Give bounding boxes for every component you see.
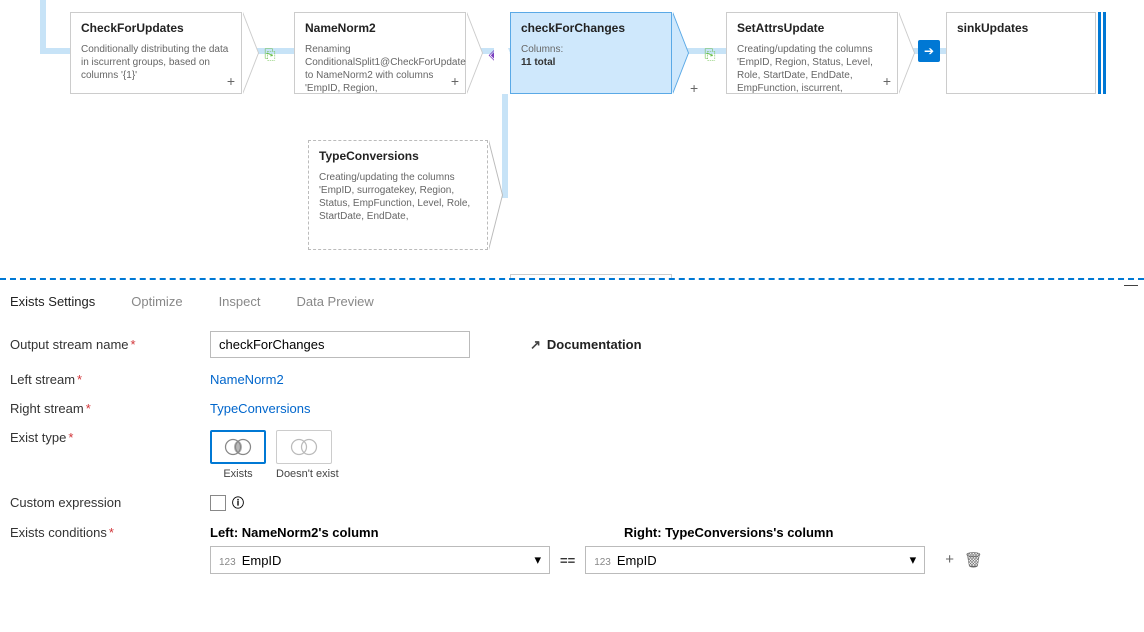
connector: [40, 48, 70, 54]
right-column-select[interactable]: 123EmpID ▾: [585, 546, 925, 574]
node-desc: Renaming ConditionalSplit1@CheckForUpdat…: [305, 43, 455, 95]
node-chevron: [466, 12, 482, 94]
derive-icon: ⎘: [696, 40, 724, 68]
node-namenorm2[interactable]: NameNorm2 Renaming ConditionalSplit1@Che…: [294, 12, 466, 94]
node-notch: [494, 12, 510, 94]
venn-exists-icon: [221, 437, 255, 457]
left-stream-label: Left stream*: [10, 372, 210, 387]
node-desc: Creating/updating the columns 'EmpID, Re…: [737, 43, 887, 95]
node-title: NameNorm2: [305, 21, 455, 35]
split-icon: ⎘: [256, 40, 284, 68]
tab-inspect[interactable]: Inspect: [219, 290, 261, 313]
tab-exists-settings[interactable]: Exists Settings: [10, 290, 95, 313]
node-check-for-changes[interactable]: checkForChanges Columns: 11 total: [510, 12, 672, 94]
exist-type-label: Exist type*: [10, 430, 210, 445]
tab-data-preview[interactable]: Data Preview: [296, 290, 373, 313]
node-chevron: [242, 12, 258, 94]
node-title: TypeConversions: [319, 149, 477, 163]
node-set-attrs-update[interactable]: SetAttrsUpdate Creating/updating the col…: [726, 12, 898, 94]
output-stream-input[interactable]: [210, 331, 470, 358]
dataflow-canvas[interactable]: ⎘ ◈ ⎘ ➔ CheckForUpdates Conditionally di…: [0, 0, 1144, 280]
left-column-select[interactable]: 123EmpID ▾: [210, 546, 550, 574]
left-column-header: Left: NameNorm2's column: [210, 525, 580, 540]
node-chevron: [672, 12, 688, 94]
add-branch-button[interactable]: +: [227, 73, 235, 89]
venn-not-exists-icon: [287, 437, 321, 457]
node-title: SetAttrsUpdate: [737, 21, 887, 35]
node-title: sinkUpdates: [957, 21, 1085, 35]
node-title: CheckForUpdates: [81, 21, 231, 35]
documentation-link[interactable]: ↗ Documentation: [530, 337, 642, 353]
node-chevron: [898, 12, 914, 94]
node-desc: Columns: 11 total: [521, 43, 661, 69]
sink-icon: ➔: [918, 40, 940, 62]
collapse-panel-icon[interactable]: —: [1124, 276, 1138, 292]
output-stream-label: Output stream name*: [10, 337, 210, 352]
selected-node-tab: [510, 274, 672, 278]
add-branch-button[interactable]: +: [883, 73, 891, 89]
equals-operator: ==: [560, 553, 575, 568]
tab-optimize[interactable]: Optimize: [131, 290, 182, 313]
info-icon[interactable]: ⓘ: [232, 494, 244, 511]
node-desc: Creating/updating the columns 'EmpID, su…: [319, 171, 477, 223]
right-stream-link[interactable]: TypeConversions: [210, 401, 310, 416]
settings-tabs: Exists Settings Optimize Inspect Data Pr…: [10, 290, 1134, 313]
exist-type-not-exists[interactable]: Doesn't exist: [276, 430, 339, 480]
node-title: checkForChanges: [521, 21, 661, 35]
settings-panel: — Exists Settings Optimize Inspect Data …: [0, 282, 1144, 632]
add-condition-button[interactable]: +: [945, 551, 954, 569]
connector: [502, 94, 508, 198]
node-type-conversions[interactable]: TypeConversions Creating/updating the co…: [308, 140, 488, 250]
node-check-for-updates[interactable]: CheckForUpdates Conditionally distributi…: [70, 12, 242, 94]
chevron-down-icon: ▾: [910, 552, 917, 568]
node-desc: Conditionally distributing the data in i…: [81, 43, 231, 82]
right-column-header: Right: TypeConversions's column: [624, 525, 833, 540]
right-stream-label: Right stream*: [10, 401, 210, 416]
add-branch-button[interactable]: +: [451, 73, 459, 89]
add-branch-button[interactable]: +: [690, 80, 698, 96]
node-sink-updates[interactable]: sinkUpdates: [946, 12, 1096, 94]
sink-end-bar: [1098, 12, 1101, 94]
exists-conditions-label: Exists conditions*: [10, 525, 210, 540]
exist-type-exists[interactable]: Exists: [210, 430, 266, 480]
custom-expression-label: Custom expression: [10, 495, 210, 510]
delete-condition-button[interactable]: 🗑: [964, 551, 983, 569]
chevron-down-icon: ▾: [534, 552, 541, 568]
custom-expression-checkbox[interactable]: [210, 495, 226, 511]
external-link-icon: ↗: [530, 337, 541, 353]
sink-end-bar: [1103, 12, 1106, 94]
connector: [40, 0, 46, 50]
node-chevron: [488, 140, 502, 250]
left-stream-link[interactable]: NameNorm2: [210, 372, 284, 387]
